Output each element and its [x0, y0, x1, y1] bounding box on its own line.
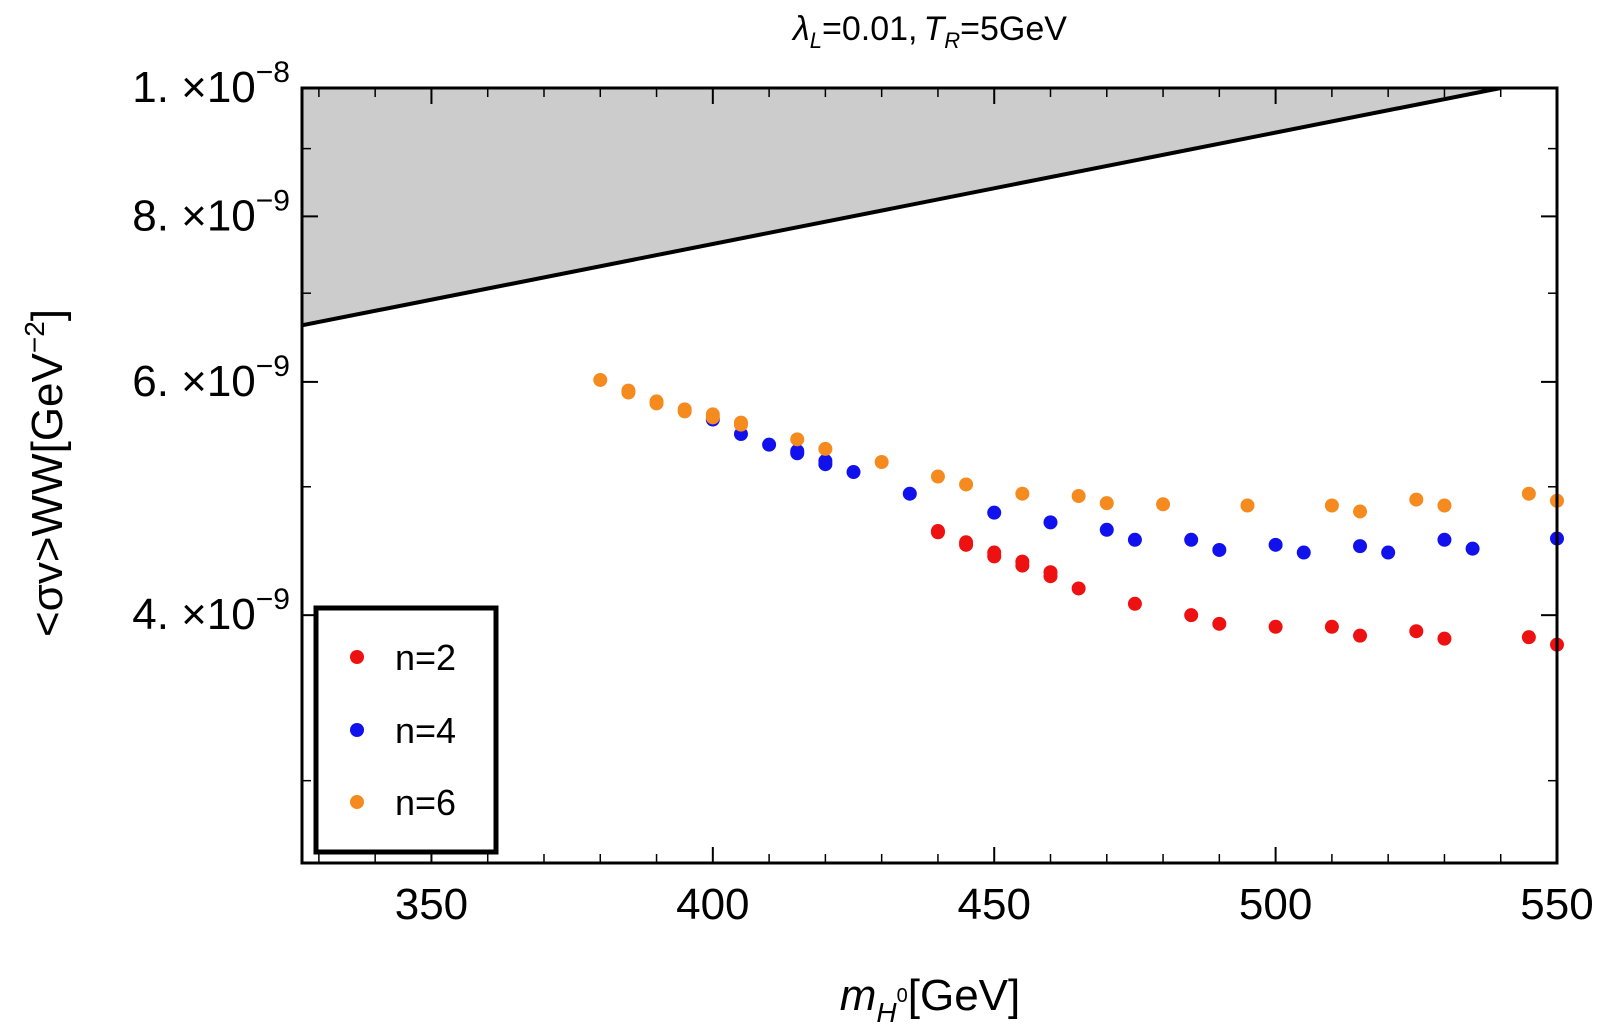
point-n=2 — [1127, 596, 1142, 611]
legend-marker-n2 — [350, 650, 364, 664]
point-n=6 — [790, 432, 805, 447]
point-n=6 — [874, 455, 889, 470]
point-n=6 — [705, 407, 720, 422]
point-n=4 — [1043, 515, 1058, 530]
legend-marker-n6 — [350, 795, 364, 809]
exclusion-line — [302, 88, 1502, 328]
point-n=2 — [1353, 628, 1368, 643]
point-n=4 — [818, 453, 833, 468]
point-n=6 — [1240, 498, 1255, 513]
legend: n=2 n=4 n=6 — [313, 605, 499, 855]
x-tick-label: 500 — [1239, 880, 1312, 929]
point-n=4 — [1381, 545, 1396, 560]
legend-label-n6: n=6 — [395, 782, 456, 823]
point-n=6 — [1437, 498, 1452, 513]
plot-frame — [300, 86, 1559, 865]
point-n=6 — [593, 372, 608, 387]
data-points — [593, 372, 1564, 652]
y-axis-label: <σv>WW[GeV−2] — [19, 309, 72, 637]
point-n=2 — [1212, 616, 1227, 631]
point-n=2 — [1268, 619, 1283, 634]
chart-title: λL=0.01, TR=5GeV — [791, 10, 1067, 53]
point-n=4 — [1127, 532, 1142, 547]
point-n=2 — [1071, 581, 1086, 596]
point-n=4 — [846, 465, 861, 480]
legend-label-n2: n=2 — [395, 637, 456, 678]
point-n=6 — [1353, 504, 1368, 519]
point-n=4 — [1212, 542, 1227, 557]
x-tick-label: 400 — [676, 880, 749, 929]
point-n=6 — [649, 394, 664, 409]
point-n=4 — [1268, 537, 1283, 552]
x-tick-label: 350 — [395, 880, 468, 929]
point-n=2 — [1409, 624, 1424, 639]
point-n=4 — [1465, 541, 1480, 556]
point-n=4 — [1437, 532, 1452, 547]
point-n=6 — [1015, 486, 1030, 501]
y-tick-label: 8. ×10−9 — [132, 184, 290, 240]
legend-label-n4: n=4 — [395, 710, 456, 751]
point-n=2 — [1184, 608, 1199, 623]
point-n=4 — [1296, 545, 1311, 560]
y-tick-label: 1. ×10−8 — [132, 56, 290, 112]
x-tick-label: 550 — [1520, 880, 1593, 929]
point-n=4 — [762, 437, 777, 452]
point-n=4 — [1184, 532, 1199, 547]
point-n=6 — [1071, 489, 1086, 504]
point-n=2 — [1015, 554, 1030, 569]
axis-ticks: 350 400 450 500 550 4. ×10−9 6. ×10−9 8. ×10−9 1… — [132, 56, 1593, 929]
x-tick-label: 450 — [958, 880, 1031, 929]
legend-box — [313, 605, 499, 855]
point-n=4 — [1099, 522, 1114, 537]
point-n=4 — [902, 486, 917, 501]
point-n=6 — [733, 415, 748, 430]
point-n=2 — [959, 535, 974, 550]
point-n=2 — [930, 524, 945, 539]
point-n=4 — [1353, 539, 1368, 554]
point-n=2 — [987, 545, 1002, 560]
point-n=2 — [1521, 630, 1536, 645]
point-n=6 — [1409, 492, 1424, 507]
point-n=6 — [1156, 497, 1171, 512]
legend-marker-n4 — [350, 723, 364, 737]
point-n=2 — [1043, 565, 1058, 580]
point-n=6 — [930, 469, 945, 484]
point-n=6 — [1324, 498, 1339, 513]
exclusion-region — [302, 88, 1557, 326]
y-tick-label: 4. ×10−9 — [132, 583, 290, 639]
point-n=6 — [1099, 496, 1114, 511]
point-n=6 — [677, 402, 692, 417]
point-n=6 — [621, 383, 636, 398]
point-n=4 — [790, 446, 805, 461]
y-tick-label: 6. ×10−9 — [132, 350, 290, 406]
point-n=6 — [818, 441, 833, 456]
point-n=2 — [1324, 619, 1339, 634]
point-n=4 — [987, 505, 1002, 520]
point-n=6 — [959, 477, 974, 492]
x-axis-label: mH0[GeV] — [840, 971, 1021, 1024]
point-n=2 — [1437, 631, 1452, 646]
point-n=6 — [1521, 486, 1536, 501]
